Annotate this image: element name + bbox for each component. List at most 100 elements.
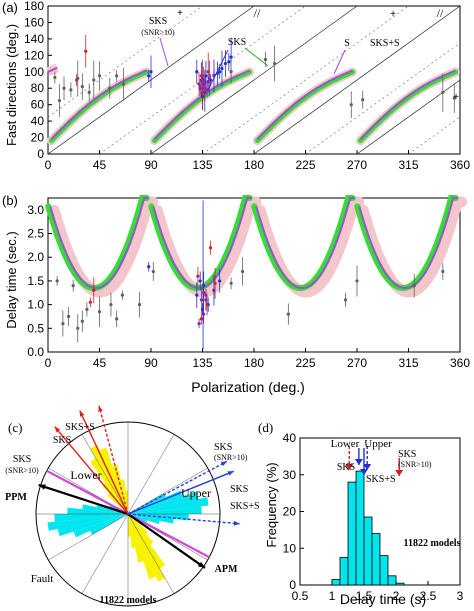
panel-a-x-tick-label: 90 [144,158,158,172]
panel-label-a: (a) [2,0,18,15]
panel-b-point [218,279,222,283]
panel-b-point [195,293,199,297]
annotation-pointer [207,49,229,91]
y-axis-label-d: Frequency (%) [264,462,279,547]
rose-petal-cyan [128,506,202,514]
marker-sks-arrow-head [354,459,363,465]
rose-petal-cyan [82,504,128,514]
label-c-apm: APM [215,564,238,575]
panel-a-point [115,74,119,78]
model-band-purple [50,69,147,140]
label-d-snr-gt10: (SNR>10) [398,460,432,469]
panel-b-point [97,310,102,314]
y-axis-label-a: Fast directions (deg.) [4,24,19,146]
reference-line [253,5,461,155]
ppm-arrow [38,483,129,516]
panel-label-d: (d) [258,420,273,435]
break-mark: // [254,6,261,20]
panel-a-point [229,70,233,74]
panel-d-x-tick-label: 0.5 [292,589,309,603]
panel-a-y-tick-label: 100 [24,65,44,79]
panel-b-point [196,274,200,278]
panel-b-point [137,303,142,307]
reference-line-dotted [305,42,461,155]
label-c-snr-gt10-upper: (SNR>10) [214,453,248,462]
panel-b-point [205,303,209,307]
model-band-purple [152,197,252,289]
histogram-bar [331,579,341,586]
panel-a-x-tick-label: 360 [450,158,470,172]
annotation-pointer [159,37,169,67]
panel-b-point [286,312,290,316]
panel-b-x-tick-label: 180 [244,356,264,370]
panel-b-y-tick-label: 1.5 [27,274,44,288]
label-c-sks-lower: SKS [53,435,71,446]
panel-a-point [229,55,233,59]
label-d-sks-s: SKS+S [366,474,396,485]
panel-b-point [80,319,84,323]
panel-label-b: (b) [2,193,18,208]
rose-petal-cyan [128,514,160,524]
rose-petal-yellow [128,514,165,582]
histogram-bar [395,582,405,586]
panel-b-point [202,312,206,316]
rose-petal-yellow [90,458,128,514]
histogram-bar [387,575,397,586]
reference-line-dotted [408,116,461,155]
model-band-pink [357,196,468,298]
rose-petal-cyan [54,514,128,522]
panel-b: (b) Delay time (sec.) Polarization (deg.… [2,193,470,395]
label-c-upper: Upper [181,486,211,500]
panel-b-point [55,279,59,283]
label-c-lower: Lower [70,468,101,482]
upper-sks-arrow-head [227,471,234,476]
panel-a-point [220,66,224,71]
model-band-purple [255,197,355,289]
panel-a-point [195,70,199,74]
panel-a-y-tick-label: 80 [31,81,45,95]
lower-sks-s-arrow [98,405,129,515]
panel-b-y-tick-label: 0.5 [27,321,44,335]
panel-a-y-tick-label: 20 [31,131,45,145]
rose-petal-yellow [128,514,156,580]
panel-d-y-tick-label: 10 [283,541,297,555]
label-d-upper: Upper [364,438,392,450]
histogram-bar [347,481,357,586]
panel-a-y-tick-label: 0 [37,147,44,161]
panel-b-point [67,314,71,319]
rose-petal-cyan [128,491,199,514]
panel-a-point [205,88,209,92]
panel-a-point [80,84,84,89]
marker-lower-arrow-head [345,464,354,470]
panel-a: (a) Fast directions (deg.) 0 45 90 135 180 22… [2,0,470,172]
rose-petal-yellow [128,514,131,537]
panel-a-point [203,80,207,84]
label-c-ppm: PPM [5,492,27,503]
panel-b-point [147,265,151,269]
reference-line [356,79,461,155]
upper-sks-arrow [127,470,234,515]
annotation-s: S [344,38,350,49]
panel-b-point [120,293,124,297]
panel-b-point [202,291,206,295]
marker-upper-arrow-head [363,464,372,470]
label-c-sks-right: SKS [230,484,248,495]
label-c-sks-upper-snr: SKS [214,442,232,453]
panel-a-point [223,61,227,66]
histogram-bar [379,555,389,586]
x-axis-label-d: Delay time (s) [340,591,426,607]
panel-b-point [355,279,359,283]
panel-a-x-tick-label: 315 [398,158,418,172]
panel-b-point [61,321,65,326]
upper-sks-s-arrow-head [233,520,240,526]
panel-a-point [121,82,126,86]
annotation-sks-snr: SKS [149,16,167,27]
panel-a-point [69,88,73,92]
panel-d-x-tick-label: 1 [329,589,336,603]
panel-d-x-tick-label: 2 [393,589,400,603]
lower-sks-arrow-head [79,410,85,417]
lower-sks-snr-arrow-head [54,426,61,433]
panel-b-x-tick-label: 270 [347,356,367,370]
panel-b-point [115,317,119,321]
